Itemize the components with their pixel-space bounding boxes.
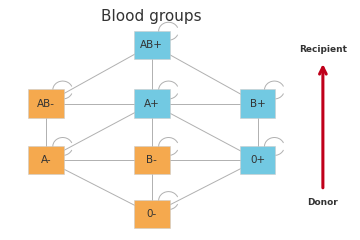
FancyBboxPatch shape [240,146,275,174]
Text: Donor: Donor [307,198,338,207]
Text: AB+: AB+ [140,40,163,50]
FancyBboxPatch shape [240,89,275,118]
Text: AB-: AB- [37,99,55,108]
FancyBboxPatch shape [28,89,64,118]
FancyBboxPatch shape [134,89,170,118]
FancyBboxPatch shape [134,30,170,59]
FancyBboxPatch shape [134,200,170,228]
Text: B+: B+ [250,99,265,108]
FancyBboxPatch shape [134,146,170,174]
Text: 0-: 0- [147,209,157,219]
Text: 0+: 0+ [250,155,265,165]
Text: A+: A+ [144,99,159,108]
Text: A-: A- [41,155,51,165]
Text: Recipient: Recipient [299,45,347,54]
FancyBboxPatch shape [28,146,64,174]
Text: Blood groups: Blood groups [102,9,202,24]
Text: B-: B- [146,155,157,165]
